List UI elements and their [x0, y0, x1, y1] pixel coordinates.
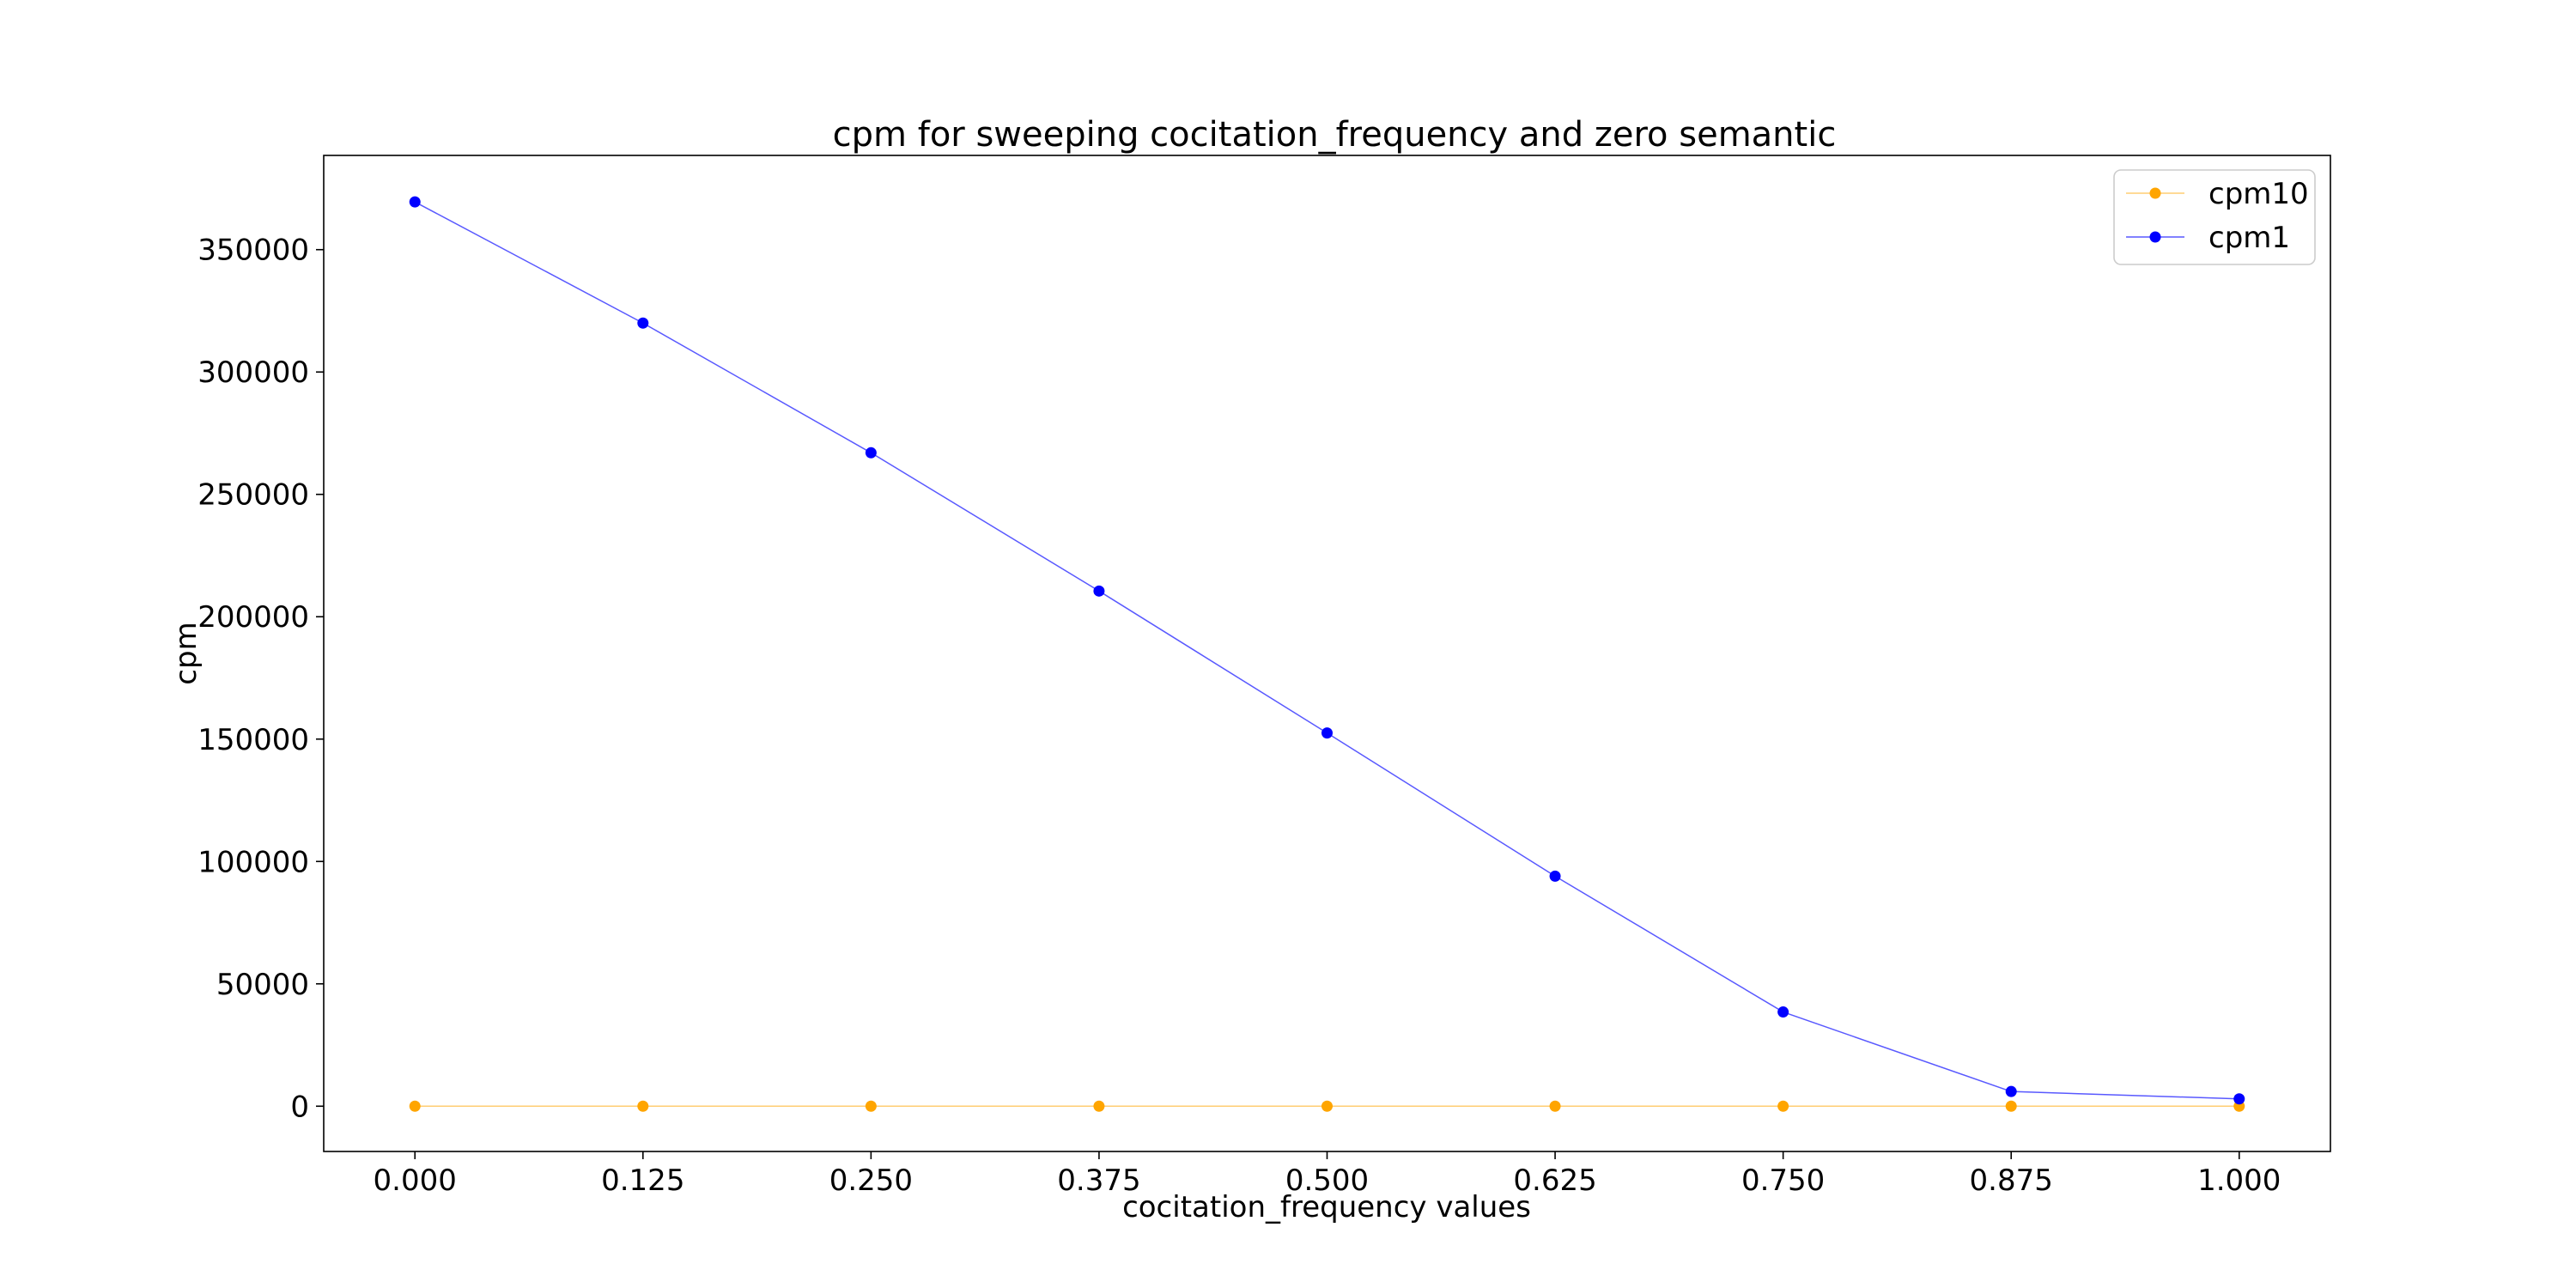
y-tick-label: 50000 [216, 968, 309, 1002]
x-tick-label: 0.500 [1285, 1163, 1369, 1198]
x-tick-label: 0.875 [1970, 1163, 2053, 1198]
data-point-cpm1 [409, 196, 421, 208]
legend-marker-cpm10 [2149, 187, 2161, 199]
data-point-cpm10 [637, 1100, 649, 1112]
data-point-cpm1 [2005, 1085, 2017, 1097]
data-point-cpm1 [1321, 727, 1333, 739]
x-tick-label: 0.250 [829, 1163, 913, 1198]
series-layer [409, 196, 2245, 1112]
y-tick-label: 200000 [197, 600, 309, 635]
x-axis: 0.000 0.125 0.250 0.375 0.500 0.625 0.750 0.875… [374, 1151, 2281, 1198]
plot-area [323, 155, 2331, 1152]
x-tick-label: 0.375 [1057, 1163, 1140, 1198]
data-point-cpm10 [1321, 1100, 1333, 1112]
y-axis: 0 50000 100000 150000 200000 250000 300000 3500… [197, 234, 324, 1124]
y-tick-label: 250000 [197, 478, 309, 513]
data-point-cpm1 [1093, 585, 1105, 597]
data-point-cpm1 [1777, 1006, 1789, 1018]
data-point-cpm10 [865, 1100, 877, 1112]
data-point-cpm10 [2005, 1100, 2017, 1112]
x-tick-label: 0.625 [1513, 1163, 1596, 1198]
x-tick-label: 0.125 [601, 1163, 684, 1198]
x-tick-label: 0.750 [1741, 1163, 1825, 1198]
data-point-cpm10 [1549, 1100, 1561, 1112]
y-tick-label: 350000 [197, 234, 309, 268]
legend-label-cpm10: cpm10 [2208, 177, 2309, 211]
x-tick-label: 0.000 [374, 1163, 457, 1198]
legend: cpm10 cpm1 [2113, 169, 2316, 265]
series-line-cpm1 [414, 201, 2239, 1100]
x-axis-label: cocitation_frequency values [1122, 1190, 1531, 1224]
data-point-cpm10 [1093, 1100, 1105, 1112]
legend-label-cpm1: cpm1 [2208, 221, 2290, 255]
series-cpm10 [409, 1100, 2245, 1112]
y-axis-label: cpm [169, 622, 204, 684]
data-point-cpm1 [2233, 1093, 2245, 1105]
data-point-cpm1 [1549, 870, 1561, 882]
y-tick-label: 300000 [197, 355, 309, 390]
data-point-cpm10 [1777, 1100, 1789, 1112]
legend-marker-cpm1 [2149, 231, 2161, 243]
data-point-cpm10 [409, 1100, 421, 1112]
series-cpm1 [409, 196, 2245, 1105]
chart-title: cpm for sweeping cocitation_frequency an… [833, 115, 1837, 155]
y-tick-label: 0 [290, 1090, 309, 1124]
y-tick-label: 100000 [197, 845, 309, 879]
x-tick-label: 1.000 [2197, 1163, 2281, 1198]
data-point-cpm1 [865, 447, 877, 459]
y-tick-label: 150000 [197, 723, 309, 757]
data-point-cpm1 [637, 317, 649, 329]
legend-entries: cpm10 cpm1 [2126, 177, 2309, 255]
